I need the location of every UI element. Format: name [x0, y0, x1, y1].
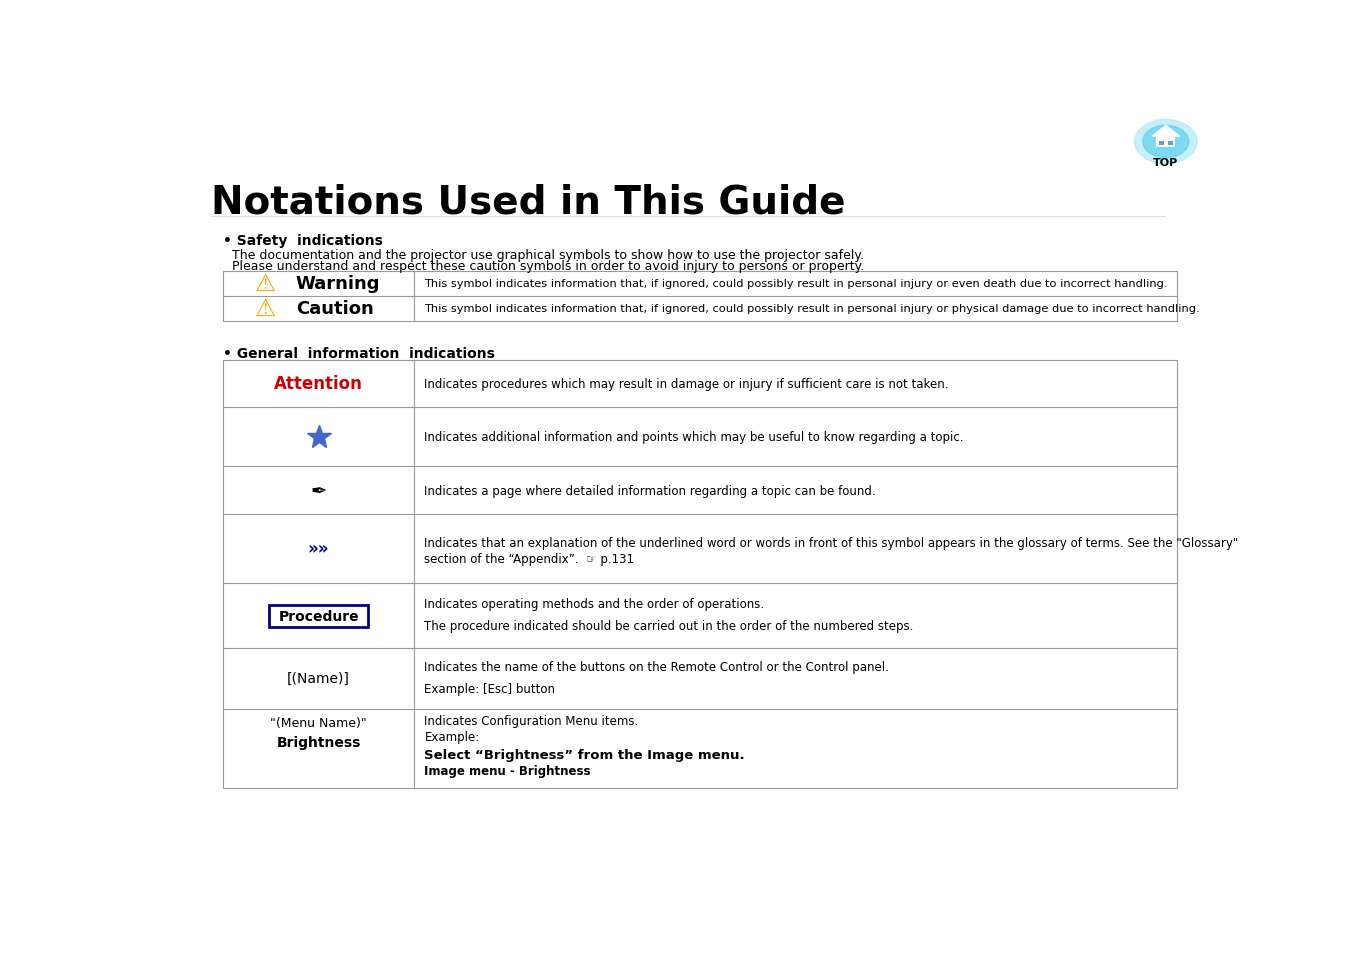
FancyBboxPatch shape: [269, 605, 369, 627]
Text: Indicates that an explanation of the underlined word or words in front of this s: Indicates that an explanation of the und…: [424, 536, 1239, 549]
Text: »»: »»: [308, 540, 329, 558]
Text: ✒: ✒: [310, 481, 327, 500]
Text: Indicates a page where detailed information regarding a topic can be found.: Indicates a page where detailed informat…: [424, 484, 876, 497]
Text: Example: [Esc] button: Example: [Esc] button: [424, 682, 555, 696]
Text: The procedure indicated should be carried out in the order of the numbered steps: The procedure indicated should be carrie…: [424, 619, 914, 633]
FancyBboxPatch shape: [1168, 142, 1173, 146]
Text: The documentation and the projector use graphical symbols to show how to use the: The documentation and the projector use …: [232, 249, 864, 262]
Text: • General  information  indications: • General information indications: [223, 347, 495, 360]
Circle shape: [1143, 126, 1189, 158]
Text: Indicates procedures which may result in damage or injury if sufficient care is : Indicates procedures which may result in…: [424, 377, 949, 391]
Text: Image menu - Brightness: Image menu - Brightness: [424, 764, 591, 777]
FancyBboxPatch shape: [1158, 142, 1164, 146]
Text: Caution: Caution: [296, 299, 374, 317]
Text: • Safety  indications: • Safety indications: [223, 233, 383, 248]
Text: ⚠: ⚠: [255, 272, 275, 295]
Text: section of the “Appendix”.  ☞ p.131: section of the “Appendix”. ☞ p.131: [424, 553, 634, 566]
Text: Select “Brightness” from the Image menu.: Select “Brightness” from the Image menu.: [424, 748, 745, 761]
Text: Example:: Example:: [424, 730, 479, 743]
Text: This symbol indicates information that, if ignored, could possibly result in per: This symbol indicates information that, …: [424, 304, 1200, 314]
Text: Procedure: Procedure: [278, 609, 359, 623]
FancyBboxPatch shape: [1157, 136, 1176, 148]
Text: [(Name)]: [(Name)]: [288, 672, 350, 685]
Text: TOP: TOP: [1153, 158, 1179, 168]
Text: ⚠: ⚠: [255, 296, 275, 320]
Text: Indicates the name of the buttons on the Remote Control or the Control panel.: Indicates the name of the buttons on the…: [424, 660, 890, 674]
Text: Please understand and respect these caution symbols in order to avoid injury to : Please understand and respect these caut…: [232, 260, 864, 273]
Text: Indicates additional information and points which may be useful to know regardin: Indicates additional information and poi…: [424, 431, 964, 444]
Text: This symbol indicates information that, if ignored, could possibly result in per: This symbol indicates information that, …: [424, 278, 1168, 289]
Text: Notations Used in This Guide: Notations Used in This Guide: [211, 183, 845, 221]
Text: "(Menu Name)": "(Menu Name)": [270, 717, 367, 730]
FancyBboxPatch shape: [223, 360, 1177, 788]
Polygon shape: [1152, 126, 1180, 137]
Text: Indicates Configuration Menu items.: Indicates Configuration Menu items.: [424, 714, 639, 727]
Text: Brightness: Brightness: [277, 735, 360, 749]
Text: Warning: Warning: [296, 274, 381, 293]
Circle shape: [1134, 120, 1197, 164]
Text: Attention: Attention: [274, 375, 363, 393]
Text: Indicates operating methods and the order of operations.: Indicates operating methods and the orde…: [424, 598, 764, 611]
FancyBboxPatch shape: [223, 272, 1177, 321]
